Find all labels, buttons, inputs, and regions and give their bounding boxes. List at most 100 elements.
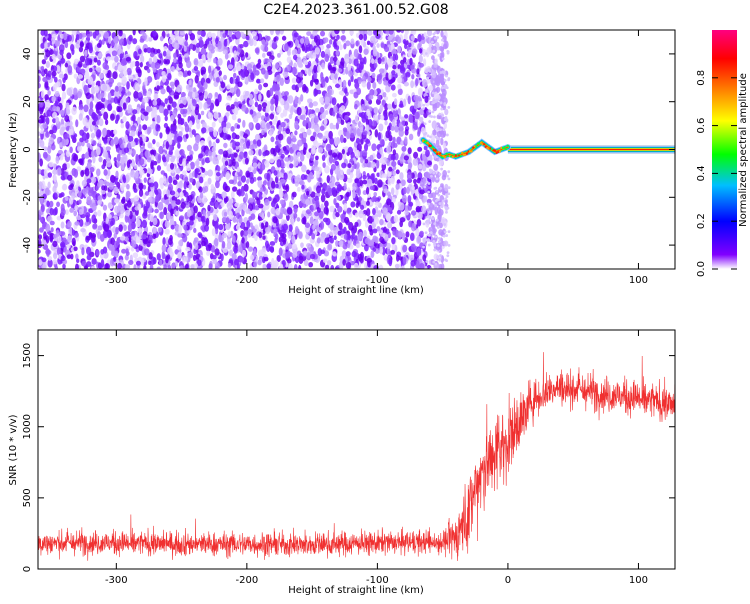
noise-cell (281, 233, 287, 239)
noise-cell (58, 154, 64, 161)
noise-cell (341, 148, 346, 155)
noise-cell (164, 220, 170, 228)
noise-cell (218, 204, 222, 210)
noise-cell (223, 142, 228, 149)
noise-cell (380, 114, 385, 121)
noise-cell (391, 160, 397, 167)
noise-cell (419, 48, 423, 54)
noise-cell (195, 103, 200, 111)
noise-cell (265, 35, 271, 41)
noise-cell (167, 183, 174, 192)
noise-cell (306, 243, 312, 248)
noise-cell (227, 64, 234, 70)
figure-title: C2E4.2023.361.00.52.G08 (263, 2, 448, 18)
noise-cell (414, 188, 419, 197)
noise-cell (405, 231, 410, 238)
noise-cell (376, 73, 382, 81)
noise-cell (227, 231, 232, 237)
noise-cell (256, 139, 262, 147)
noise-cell (47, 181, 51, 189)
noise-cell (416, 247, 422, 257)
noise-cell (47, 259, 53, 268)
noise-cell (383, 188, 389, 194)
noise-cell (340, 57, 345, 66)
noise-cell (74, 221, 80, 226)
noise-cell (336, 183, 343, 192)
noise-cell (380, 42, 385, 48)
noise-cell (78, 208, 84, 215)
noise-cell (84, 57, 90, 66)
noise-cell (431, 192, 437, 199)
noise-cell (159, 132, 163, 139)
noise-cell (385, 72, 389, 81)
noise-cell (341, 162, 347, 169)
noise-cell (383, 226, 387, 233)
noise-cell (339, 44, 343, 51)
noise-cell (283, 193, 289, 202)
noise-cell (259, 186, 264, 193)
noise-cell (337, 68, 343, 73)
noise-cell (334, 266, 340, 269)
noise-cell (300, 127, 305, 133)
noise-cell (188, 30, 193, 35)
noise-cell (148, 99, 153, 107)
noise-cell (239, 43, 244, 49)
noise-cell (91, 214, 97, 224)
noise-cell (282, 208, 287, 215)
noise-cell (435, 30, 441, 35)
noise-cell (161, 70, 166, 77)
noise-cell (373, 63, 378, 68)
noise-cell (169, 251, 174, 258)
noise-cell (398, 128, 404, 137)
noise-cell (392, 109, 399, 118)
noise-cell (59, 49, 64, 56)
noise-cell (228, 199, 233, 206)
noise-cell (243, 183, 249, 192)
noise-cell (392, 149, 397, 156)
noise-cell (412, 158, 419, 166)
noise-cell (281, 35, 287, 41)
noise-cell (316, 237, 321, 244)
noise-cell (186, 209, 192, 218)
noise-cell (333, 197, 337, 206)
noise-cell (240, 69, 247, 78)
noise-cell (320, 203, 324, 211)
noise-cell (84, 152, 90, 159)
noise-cell (104, 263, 110, 269)
noise-cell (121, 196, 126, 204)
noise-cell (176, 135, 183, 143)
noise-cell (394, 263, 400, 269)
noise-cell (333, 105, 338, 113)
noise-cell (115, 170, 119, 179)
noise-cell (65, 102, 70, 108)
noise-cell (81, 132, 88, 141)
noise-cell (242, 119, 246, 128)
noise-cell (124, 214, 129, 223)
noise-cell (185, 163, 191, 172)
noise-cell (329, 230, 334, 237)
noise-cell (347, 79, 352, 87)
noise-cell (278, 247, 283, 256)
noise-cell (310, 135, 316, 142)
noise-cell (287, 95, 294, 104)
noise-cell (329, 223, 335, 231)
noise-cell (284, 157, 290, 162)
noise-cell (245, 76, 249, 85)
noise-cell (113, 186, 119, 194)
noise-cell (68, 196, 74, 205)
noise-cell (356, 127, 361, 137)
noise-cell (306, 31, 312, 36)
noise-cell (320, 221, 325, 230)
noise-cell (229, 87, 235, 93)
noise-cell (346, 130, 350, 140)
noise-cell (324, 96, 331, 105)
noise-cell (46, 200, 50, 208)
noise-cell (358, 196, 363, 202)
noise-cell (302, 216, 307, 225)
noise-cell (228, 179, 235, 185)
noise-cell (302, 119, 307, 127)
noise-cell (381, 57, 385, 62)
noise-cell (363, 33, 368, 41)
